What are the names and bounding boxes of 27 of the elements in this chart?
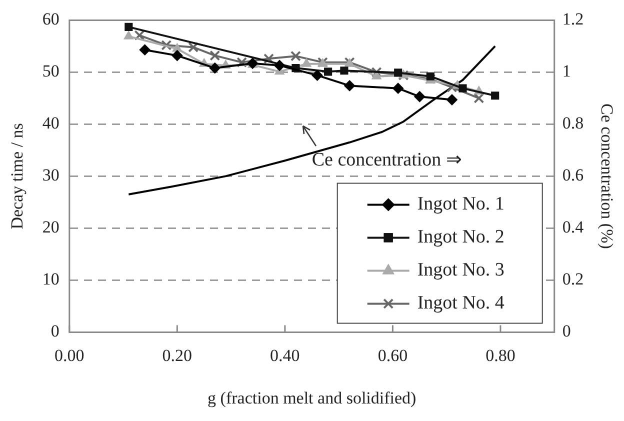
x-tick-label: 0.00 xyxy=(54,346,84,365)
x-tick-label: 0.80 xyxy=(486,346,516,365)
y2-tick-label: 1 xyxy=(562,62,571,81)
y-tick-label: 60 xyxy=(42,10,60,29)
y-tick-label: 0 xyxy=(50,322,60,341)
y-tick-label: 40 xyxy=(42,114,60,133)
y-axis-title: Decay time / ns xyxy=(8,123,27,230)
legend-label: Ingot No. 4 xyxy=(417,292,505,314)
y2-tick-label: 0 xyxy=(562,322,571,341)
legend-label: Ingot No. 1 xyxy=(417,194,504,215)
x-tick-label: 0.20 xyxy=(162,346,192,365)
y2-tick-label: 0.4 xyxy=(562,218,584,237)
y-tick-label: 30 xyxy=(42,166,60,185)
y2-tick-label: 0.2 xyxy=(562,270,584,289)
x-tick-label: 0.60 xyxy=(378,346,408,365)
annotation: Ce concentration ⇒ xyxy=(312,150,462,171)
legend-label: Ingot No. 2 xyxy=(417,226,504,248)
x-axis-title: g (fraction melt and solidified) xyxy=(208,388,416,408)
y2-tick-label: 0.6 xyxy=(562,166,584,185)
y-tick-label: 20 xyxy=(42,218,60,237)
y2-tick-label: 0.8 xyxy=(562,114,584,133)
x-tick-label: 0.40 xyxy=(270,346,300,365)
y2-axis-title: Ce concentration (%) xyxy=(597,104,616,249)
legend-label: Ingot No. 3 xyxy=(417,260,504,281)
y2-tick-label: 1.2 xyxy=(562,10,584,29)
y-tick-label: 50 xyxy=(42,62,60,81)
y-tick-label: 10 xyxy=(42,270,60,289)
